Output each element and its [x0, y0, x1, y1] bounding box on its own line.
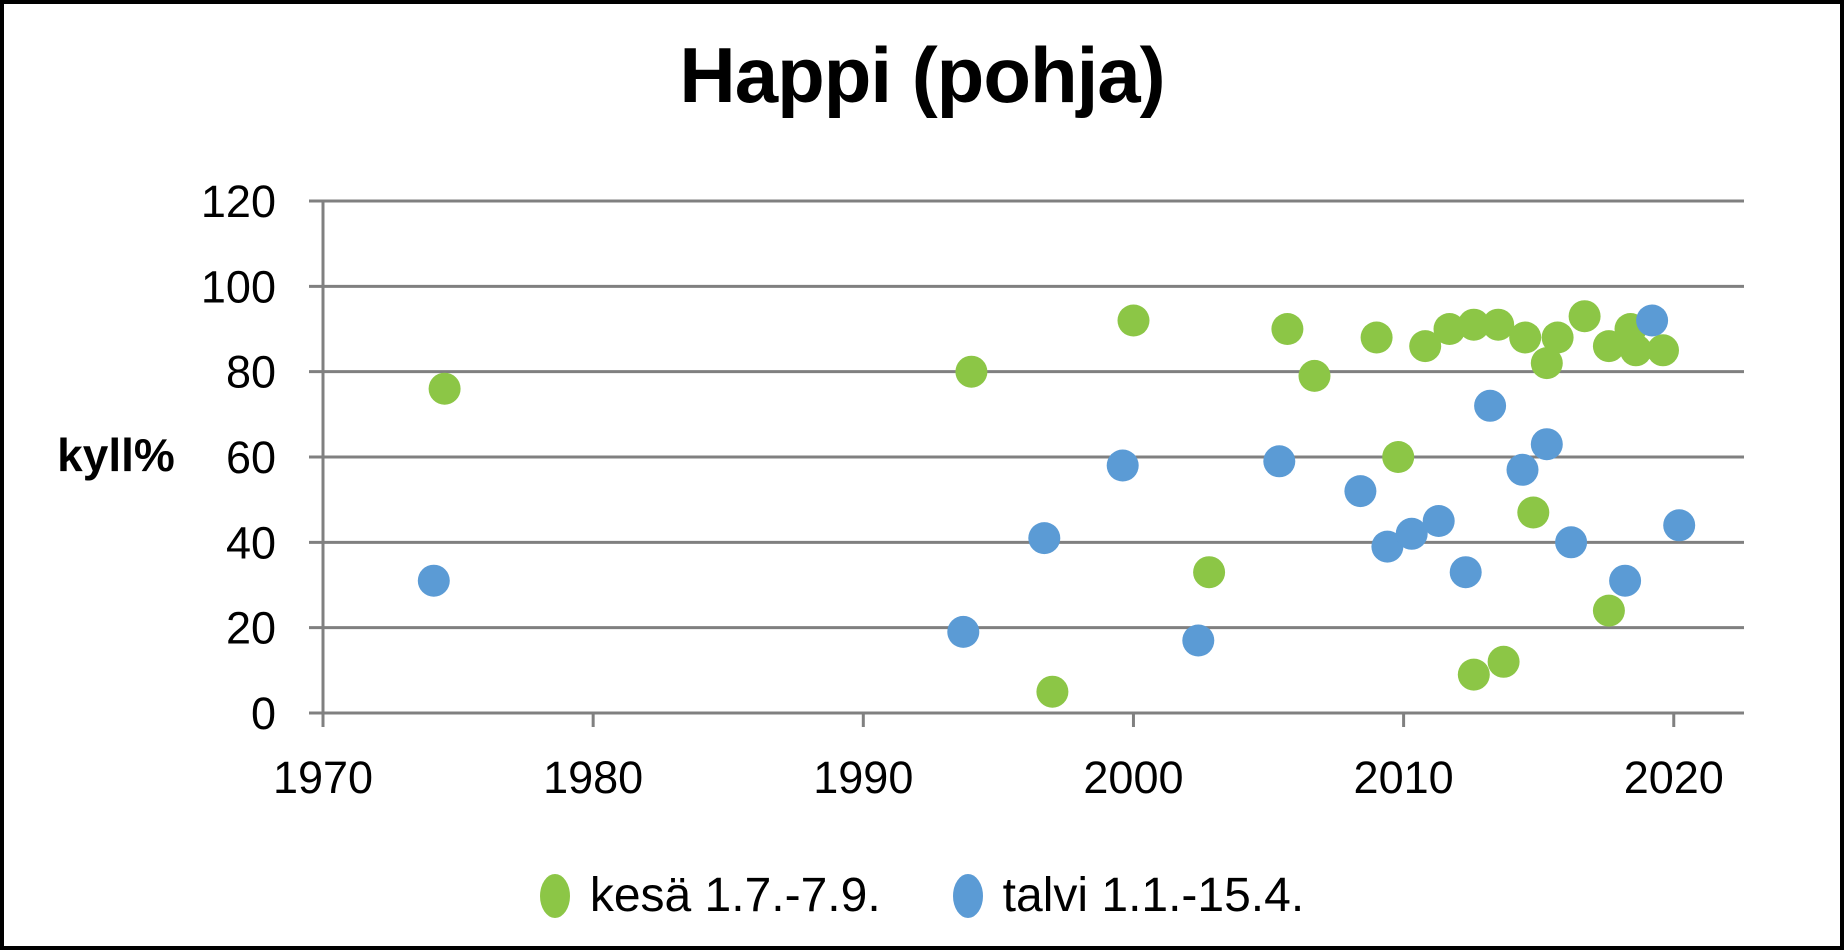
- data-point-kesa-5: [1271, 313, 1304, 345]
- data-point-kesa-15: [1509, 321, 1542, 354]
- data-point-talvi-3: [1106, 449, 1139, 482]
- data-point-kesa-7: [1360, 321, 1393, 354]
- data-point-talvi-4: [1182, 624, 1215, 657]
- data-point-kesa-14: [1487, 645, 1520, 678]
- data-point-kesa-17: [1530, 347, 1563, 380]
- data-point-kesa-23: [1619, 334, 1652, 367]
- y-tick-label-0: 0: [251, 688, 276, 739]
- y-axis-title: kyll%: [57, 429, 175, 481]
- x-tick-label-1970: 1970: [273, 752, 373, 803]
- x-tick-label-2020: 2020: [1624, 752, 1724, 803]
- data-point-talvi-8: [1395, 517, 1428, 550]
- data-point-kesa-19: [1568, 300, 1601, 333]
- data-point-kesa-10: [1433, 313, 1466, 345]
- legend-label-talvi: talvi 1.1.-15.4.: [1002, 869, 1305, 922]
- y-tick-label-100: 100: [201, 261, 276, 312]
- data-point-talvi-16: [1636, 304, 1669, 337]
- data-point-kesa-12: [1457, 658, 1490, 691]
- data-point-talvi-13: [1530, 428, 1563, 461]
- data-point-kesa-9: [1409, 330, 1442, 363]
- data-point-talvi-15: [1609, 564, 1642, 597]
- data-point-talvi-6: [1344, 475, 1377, 508]
- kesa-series-marker-icon: [539, 873, 570, 918]
- chart-title: Happi (pohja): [679, 31, 1165, 119]
- data-point-talvi-1: [947, 615, 980, 648]
- data-point-talvi-10: [1449, 556, 1482, 589]
- y-tick-label-40: 40: [226, 517, 276, 568]
- legend-item-talvi: talvi 1.1.-15.4.: [952, 868, 1305, 923]
- data-point-talvi-17: [1663, 509, 1696, 542]
- data-point-kesa-1: [955, 355, 988, 388]
- data-point-kesa-16: [1517, 496, 1550, 529]
- data-point-talvi-9: [1422, 505, 1455, 537]
- data-point-kesa-4: [1193, 556, 1226, 589]
- legend: kesä 1.7.-7.9. talvi 1.1.-15.4.: [4, 868, 1840, 923]
- data-point-kesa-3: [1117, 304, 1150, 337]
- y-tick-label-60: 60: [226, 432, 276, 483]
- data-point-kesa-11: [1457, 308, 1490, 341]
- data-point-talvi-5: [1263, 445, 1296, 478]
- y-tick-label-80: 80: [226, 347, 276, 398]
- data-point-kesa-8: [1382, 441, 1415, 473]
- x-tick-label-2010: 2010: [1354, 752, 1454, 803]
- data-point-talvi-2: [1028, 522, 1061, 555]
- y-tick-label-120: 120: [201, 176, 276, 227]
- talvi-series-marker-icon: [952, 873, 983, 918]
- y-tick-label-20: 20: [226, 603, 276, 654]
- x-tick-label-2000: 2000: [1083, 752, 1183, 803]
- legend-item-kesa: kesä 1.7.-7.9.: [539, 868, 881, 923]
- data-point-kesa-20: [1592, 330, 1625, 363]
- data-point-talvi-11: [1474, 389, 1507, 422]
- legend-label-kesa: kesä 1.7.-7.9.: [589, 869, 881, 922]
- data-point-kesa-6: [1298, 359, 1331, 392]
- data-point-talvi-7: [1371, 530, 1404, 563]
- x-tick-label-1980: 1980: [543, 752, 643, 803]
- data-point-kesa-0: [428, 372, 461, 405]
- data-point-kesa-18: [1541, 321, 1574, 354]
- data-point-kesa-24: [1647, 334, 1679, 367]
- data-point-talvi-0: [417, 564, 450, 597]
- data-point-talvi-12: [1506, 453, 1539, 486]
- data-point-talvi-14: [1555, 526, 1588, 559]
- data-point-kesa-2: [1036, 675, 1069, 708]
- x-tick-label-1990: 1990: [813, 752, 913, 803]
- data-point-kesa-21: [1592, 594, 1625, 627]
- plot-area: 0 20 40 60 80 100 120 1970 1980 1990 2000 2010 2020: [201, 176, 1744, 803]
- data-point-kesa-13: [1482, 308, 1515, 341]
